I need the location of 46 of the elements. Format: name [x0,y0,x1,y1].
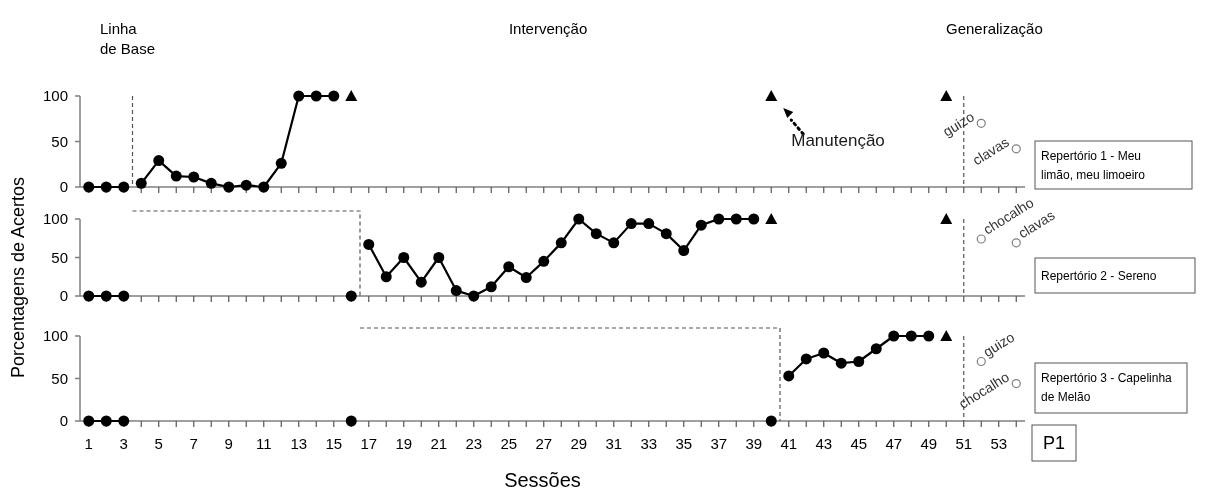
y-tick-label: 0 [59,178,68,196]
x-tick-label: 43 [815,435,833,452]
x-tick-label: 21 [430,435,448,452]
x-tick-label: 33 [640,435,658,452]
text: Repertório 3 - Capelinha de Melão [1041,371,1173,404]
x-tick-label: 25 [500,435,518,452]
x-tick-label: 13 [290,435,308,452]
x-tick-label: 45 [850,435,868,452]
text: Linha de Base [100,20,156,57]
y-tick-label: 0 [59,287,68,305]
text: Repertório 2 - Sereno [1041,269,1157,283]
x-axis-title: Sessões [504,469,581,491]
text: Generalização [946,20,1043,37]
x-tick-label: 51 [955,435,973,452]
x-tick-label: 35 [675,435,693,452]
x-tick-label: 37 [710,435,728,452]
x-tick-label: 3 [119,435,128,452]
x-tick-label: 23 [465,435,483,452]
x-tick-label: 31 [605,435,623,452]
y-tick-label: 0 [59,412,68,430]
x-tick-label: 49 [920,435,938,452]
text: Repertório 1 - Meu limão, meu limoeiro [1041,149,1146,182]
text: Intervenção [508,20,588,37]
y-tick-label: 50 [51,369,68,387]
y-tick-label: 100 [42,327,68,345]
x-tick-label: 19 [395,435,413,452]
y-tick-label: 50 [51,248,68,266]
annotation: Manutenção [791,131,885,150]
x-tick-label: 39 [745,435,763,452]
x-tick-label: 1 [84,435,93,452]
x-tick-label: 17 [360,435,378,452]
x-tick-label: 9 [224,435,233,452]
text: P1 [1042,433,1066,454]
x-tick-label: 5 [154,435,163,452]
x-tick-label: 29 [570,435,588,452]
x-tick-label: 11 [255,435,272,452]
y-tick-label: 100 [42,210,68,228]
x-tick-label: 15 [325,435,343,452]
x-tick-label: 27 [535,435,553,452]
y-tick-label: 100 [42,87,68,105]
x-tick-label: 41 [780,435,798,452]
y-axis-title: Porcentagens de Acertos [8,176,28,379]
x-tick-label: 7 [189,435,198,452]
x-tick-label: 53 [990,435,1008,452]
x-tick-label: 47 [885,435,903,452]
y-tick-label: 50 [51,132,68,150]
